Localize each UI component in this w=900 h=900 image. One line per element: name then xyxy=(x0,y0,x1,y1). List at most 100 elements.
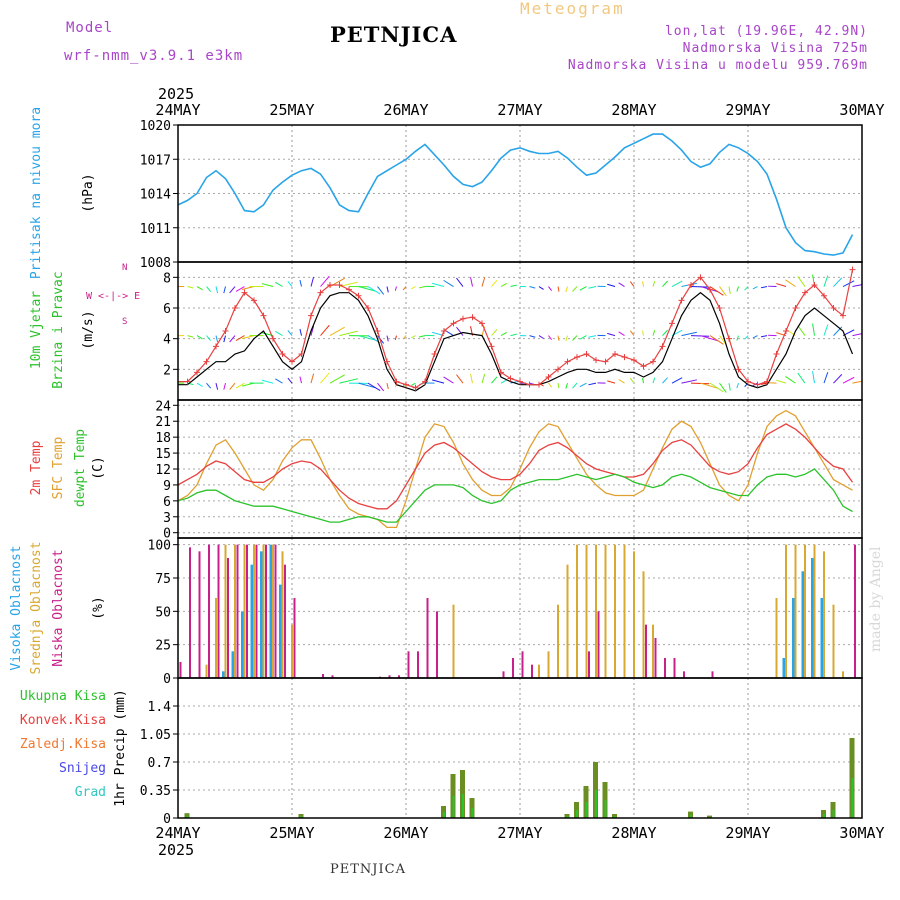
wind-gust-marker xyxy=(526,381,533,388)
low-cloud-bar xyxy=(436,611,438,678)
cloud-unit-label: (%) xyxy=(91,596,106,619)
wind-barb xyxy=(728,383,731,391)
y-tick-label: 1020 xyxy=(140,119,171,134)
conv-precip-bar xyxy=(604,800,607,818)
mid-cloud-bar xyxy=(652,624,654,678)
wind-gust-marker xyxy=(393,378,400,385)
high-cloud-bar xyxy=(250,564,254,678)
wind-barb xyxy=(402,286,407,291)
wind-barb xyxy=(229,382,236,390)
wind-barb xyxy=(196,286,203,291)
low-cloud-bar xyxy=(673,658,676,678)
wind-gust-marker xyxy=(659,343,666,350)
mid-cloud-bar xyxy=(557,604,559,678)
wind-barb xyxy=(642,330,644,336)
wind-barb xyxy=(386,383,389,390)
wind-gust-marker xyxy=(450,320,457,327)
y-tick-label: 6 xyxy=(163,302,171,317)
x-tick-label-top: 30MAY xyxy=(839,101,884,119)
wind-barb xyxy=(719,382,727,393)
conv-precip-bar xyxy=(566,816,569,818)
wind-barb xyxy=(671,377,683,384)
low-cloud-bar xyxy=(189,547,191,678)
wind-gust-marker xyxy=(289,358,295,365)
meteogram-title: Meteogram xyxy=(520,0,625,18)
wind-barb xyxy=(709,382,724,393)
wind-barb xyxy=(358,335,376,341)
y-tick-label: 6 xyxy=(163,495,171,510)
wind-barb xyxy=(618,331,625,337)
wind-barb xyxy=(719,286,727,297)
wind-barb xyxy=(529,335,536,338)
low-cloud-bar xyxy=(854,544,856,678)
wind-gust-marker xyxy=(583,351,590,357)
wind-gust-marker xyxy=(555,366,561,373)
wind-barb xyxy=(241,382,255,387)
wind-gust-marker xyxy=(783,328,789,334)
wind-gust-marker xyxy=(792,305,799,311)
wind-barb xyxy=(852,380,862,384)
wind-barb xyxy=(744,286,749,291)
wind-barb xyxy=(823,275,829,287)
wind-barb xyxy=(187,286,194,289)
wind-gust-marker xyxy=(773,351,780,357)
wind-barb xyxy=(287,377,293,384)
wind-gust-marker xyxy=(431,351,438,357)
wind-barb xyxy=(785,279,796,287)
wind-barb xyxy=(662,377,669,384)
wind-barb xyxy=(629,330,635,336)
wind-barb xyxy=(510,333,517,337)
conv-precip-bar xyxy=(832,810,835,818)
wind-barb xyxy=(642,377,644,384)
mid-cloud-bar xyxy=(566,564,569,678)
wind-gust-marker xyxy=(336,282,343,288)
conv-precip-bar xyxy=(576,810,578,818)
wind-barb xyxy=(275,281,283,287)
low-cloud-bar xyxy=(255,544,258,678)
temp-2m-line xyxy=(178,423,854,510)
conv-precip-bar xyxy=(300,816,303,818)
wind-gust-marker xyxy=(574,354,580,361)
wind-gust-marker xyxy=(536,381,542,388)
low-cloud-bar xyxy=(711,671,714,678)
wind-barb xyxy=(377,382,385,392)
low-cloud-bar xyxy=(208,544,210,678)
wind-gust-marker xyxy=(821,292,827,299)
precip-legend-2: Zaledj.Kisa xyxy=(20,737,106,752)
conv-precip-bar xyxy=(851,778,854,818)
temp-unit-label: (C) xyxy=(91,456,106,479)
wind-gust-marker xyxy=(697,274,704,281)
wind-barb xyxy=(299,376,302,384)
y-tick-label: 1014 xyxy=(140,188,171,203)
wind-barb xyxy=(728,286,731,294)
wind-barb xyxy=(491,328,498,336)
y-tick-label: 100 xyxy=(148,539,171,554)
wind-barb xyxy=(690,382,710,385)
wind-barb xyxy=(241,335,255,340)
low-cloud-bar xyxy=(588,651,590,678)
mid-cloud-bar xyxy=(291,624,293,678)
wind-barb xyxy=(652,280,656,287)
wind-gust-marker xyxy=(849,266,856,273)
wind-barb xyxy=(299,279,302,287)
wind-barb xyxy=(510,284,517,288)
wind-gust-marker xyxy=(545,374,552,380)
wind-barb xyxy=(419,335,426,338)
wind-barb xyxy=(386,335,389,342)
wind-barb xyxy=(557,335,560,341)
wind-barb xyxy=(760,335,768,338)
wind-gust-marker xyxy=(194,369,200,376)
conv-precip-bar xyxy=(471,808,474,818)
wind-barb xyxy=(235,382,245,389)
wind-label-1: 10m Vjetar xyxy=(29,291,44,369)
mid-cloud-bar xyxy=(595,544,597,678)
wind-barb xyxy=(629,377,635,384)
wind-gust-marker xyxy=(564,358,571,365)
low-cloud-bar xyxy=(597,611,600,678)
pressure-label: Pritisak na nivou mora xyxy=(29,107,44,279)
wind-barb xyxy=(491,376,498,384)
x-tick-label-top: 26MAY xyxy=(383,101,428,119)
wind-barb xyxy=(700,382,719,389)
wind-barb xyxy=(538,335,544,339)
y-tick-label: 0 xyxy=(163,527,171,542)
